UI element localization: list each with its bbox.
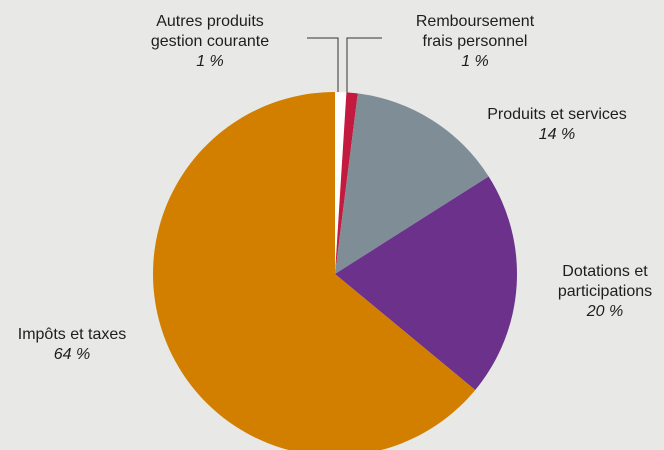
pie-slice [335, 92, 358, 275]
leader-line [307, 37, 339, 92]
slice-value: 20 % [586, 303, 623, 320]
pie-slice [335, 93, 489, 275]
pie-slice [153, 92, 476, 450]
slice-value: 1 % [461, 53, 489, 70]
slice-label: Impôts et taxes [18, 326, 127, 343]
slice-value: 14 % [539, 126, 575, 143]
slice-label: Dotations et participations [558, 263, 652, 300]
leader-line [346, 37, 382, 94]
slice-label: Autres produits gestion courante [151, 13, 269, 50]
slice-label: Remboursement frais personnel [416, 13, 535, 50]
pie-slice [335, 92, 347, 274]
pie-slice [335, 176, 517, 391]
slice-value: 64 % [54, 346, 90, 363]
slice-label: Produits et services [487, 106, 627, 123]
slice-value: 1 % [196, 53, 224, 70]
